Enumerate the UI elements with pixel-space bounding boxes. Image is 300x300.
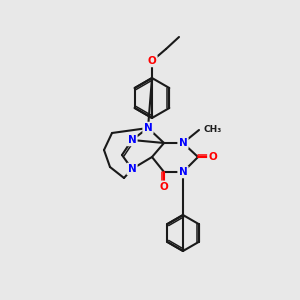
Text: N: N xyxy=(128,135,136,145)
Text: O: O xyxy=(208,152,217,162)
Text: O: O xyxy=(160,182,168,192)
Text: O: O xyxy=(208,152,217,162)
Text: CH₃: CH₃ xyxy=(203,125,221,134)
Text: N: N xyxy=(178,167,188,177)
Text: O: O xyxy=(160,182,168,192)
Text: N: N xyxy=(128,164,136,174)
Text: O: O xyxy=(148,56,156,66)
Text: N: N xyxy=(144,123,152,133)
Text: N: N xyxy=(178,138,188,148)
